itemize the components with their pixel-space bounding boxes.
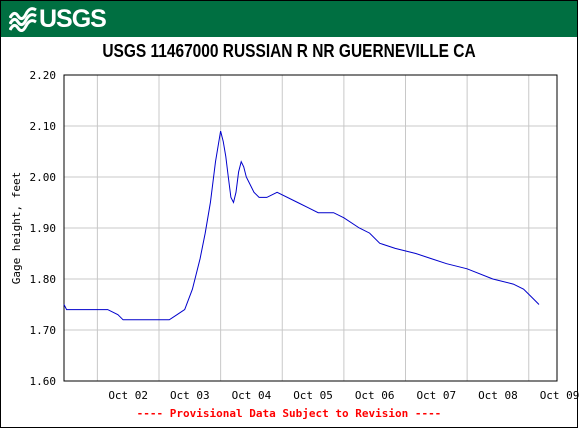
provisional-data-note: ---- Provisional Data Subject to Revisio… (136, 407, 442, 420)
x-tick-label: Oct 02 (108, 389, 148, 402)
usgs-wave-icon (9, 7, 37, 32)
series-line-gage-height (63, 130, 540, 321)
x-tick-label: Oct 03 (170, 389, 210, 402)
y-tick-label: 2.00 (30, 171, 57, 184)
chart-title: USGS 11467000 RUSSIAN R NR GUERNEVILLE C… (102, 41, 476, 61)
y-axis-label: Gage height, feet (10, 172, 23, 285)
usgs-logo-text: USGS (39, 5, 107, 33)
y-tick-label: 1.80 (30, 273, 57, 286)
grid-lines (64, 75, 557, 381)
y-tick-label: 2.20 (30, 69, 57, 82)
usgs-logo[interactable]: USGS (9, 5, 107, 33)
axis-ticks: 1.60 1.70 1.80 1.90 2.00 2.10 2.20 Oct 02 Oct 03… (30, 69, 580, 402)
y-tick-label: 1.60 (30, 375, 57, 388)
x-tick-label: Oct 06 (355, 389, 395, 402)
x-tick-label: Oct 09 (540, 389, 579, 402)
usgs-header-bar: USGS (1, 1, 577, 37)
x-tick-label: Oct 05 (293, 389, 333, 402)
y-tick-label: 1.70 (30, 324, 57, 337)
plot-area-border (63, 74, 558, 382)
x-tick-label: Oct 07 (416, 389, 456, 402)
x-tick-label: Oct 08 (478, 389, 518, 402)
y-tick-label: 1.90 (30, 222, 57, 235)
x-tick-label: Oct 04 (232, 389, 272, 402)
y-tick-label: 2.10 (30, 120, 57, 133)
